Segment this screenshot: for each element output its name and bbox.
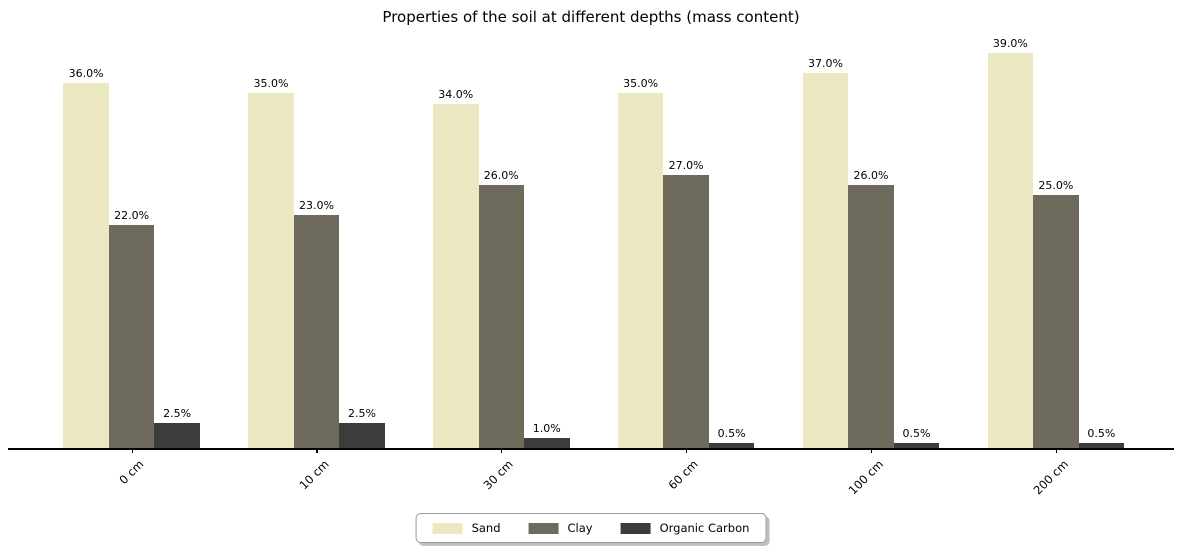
- legend: Sand Clay Organic Carbon: [415, 513, 767, 543]
- bar-value-label: 39.0%: [992, 36, 1028, 50]
- bar-sand-30-cm: 34.0%: [433, 88, 479, 448]
- bar-value-label: 0.5%: [1087, 426, 1116, 440]
- legend-label: Organic Carbon: [659, 521, 750, 535]
- bar-organic-carbon-10-cm: 2.5%: [339, 407, 385, 448]
- x-tick-label-200-cm: 200 cm: [1030, 457, 1071, 498]
- x-tick-label-10-cm: 10 cm: [296, 457, 332, 493]
- bar-value-label: 2.5%: [347, 406, 376, 420]
- x-tick: [501, 449, 503, 453]
- bar-group-0-cm: 36.0% 22.0% 2.5%: [63, 67, 200, 448]
- bar-value-label: 34.0%: [438, 87, 474, 101]
- legend-item-clay: Clay: [528, 521, 593, 535]
- chart-title: Properties of the soil at different dept…: [382, 8, 800, 26]
- legend-swatch-icon: [432, 522, 463, 534]
- bar-sand-200-cm: 39.0%: [987, 37, 1034, 448]
- bar-clay-30-cm: 26.0%: [478, 169, 525, 448]
- bar-organic-carbon-60-cm: 0.5%: [708, 427, 755, 448]
- bar-clay-0-cm: 22.0%: [108, 209, 155, 448]
- bar-value-label: 26.0%: [483, 168, 519, 182]
- bar-sand-60-cm: 35.0%: [617, 77, 664, 448]
- bar-clay-60-cm: 27.0%: [663, 159, 709, 448]
- bar-value-label: 0.5%: [902, 426, 931, 440]
- bar-value-label: 22.0%: [114, 209, 150, 223]
- bar-value-label: 35.0%: [253, 77, 289, 91]
- bar-clay-100-cm: 26.0%: [848, 169, 894, 448]
- bar-value-label: 27.0%: [668, 158, 704, 172]
- x-tick-label-60-cm: 60 cm: [665, 457, 702, 493]
- bar-value-label: 37.0%: [807, 57, 843, 71]
- bar-clay-200-cm: 25.0%: [1033, 179, 1079, 448]
- x-tick-label-30-cm: 30 cm: [480, 457, 517, 493]
- bar-sand-0-cm: 36.0%: [63, 67, 109, 448]
- bar-organic-carbon-200-cm: 0.5%: [1078, 427, 1125, 448]
- x-tick: [131, 449, 133, 453]
- legend-item-organic-carbon: Organic Carbon: [620, 521, 750, 535]
- x-tick: [870, 449, 873, 453]
- x-axis-line: [8, 448, 1174, 450]
- x-tick: [316, 449, 318, 453]
- legend-swatch-icon: [620, 522, 651, 534]
- plot-area: 36.0% 22.0% 2.5% 35.0% 23.0% 2.5% 34.0% 26.0% 1.…: [63, 37, 1125, 448]
- bar-group-10-cm: 35.0% 23.0% 2.5%: [248, 77, 385, 448]
- bar-value-label: 26.0%: [853, 168, 889, 182]
- bar-value-label: 1.0%: [532, 421, 561, 435]
- bar-value-label: 36.0%: [68, 67, 104, 81]
- bar-sand-100-cm: 37.0%: [802, 57, 849, 448]
- x-tick-label-100-cm: 100 cm: [845, 457, 886, 498]
- legend-swatch-icon: [528, 522, 559, 534]
- legend-item-sand: Sand: [432, 521, 501, 535]
- bar-group-200-cm: 39.0% 25.0% 0.5%: [987, 37, 1125, 448]
- bar-value-label: 2.5%: [163, 406, 192, 420]
- bar-value-label: 23.0%: [298, 199, 334, 213]
- bar-value-label: 25.0%: [1038, 178, 1074, 192]
- bar-group-100-cm: 37.0% 26.0% 0.5%: [802, 57, 940, 448]
- bar-sand-10-cm: 35.0%: [248, 77, 294, 448]
- bar-group-60-cm: 35.0% 27.0% 0.5%: [617, 77, 755, 448]
- bar-group-30-cm: 34.0% 26.0% 1.0%: [433, 88, 570, 448]
- bar-organic-carbon-0-cm: 2.5%: [154, 407, 200, 448]
- legend-label: Sand: [471, 521, 501, 535]
- bar-clay-10-cm: 23.0%: [293, 199, 340, 448]
- bar-organic-carbon-30-cm: 1.0%: [524, 422, 570, 448]
- bar-value-label: 35.0%: [623, 77, 659, 91]
- x-tick: [686, 449, 688, 453]
- x-tick-label-0-cm: 0 cm: [116, 457, 147, 488]
- bar-organic-carbon-100-cm: 0.5%: [893, 427, 940, 448]
- legend-label: Clay: [567, 521, 593, 535]
- bar-value-label: 0.5%: [717, 426, 746, 440]
- x-tick: [1055, 449, 1057, 453]
